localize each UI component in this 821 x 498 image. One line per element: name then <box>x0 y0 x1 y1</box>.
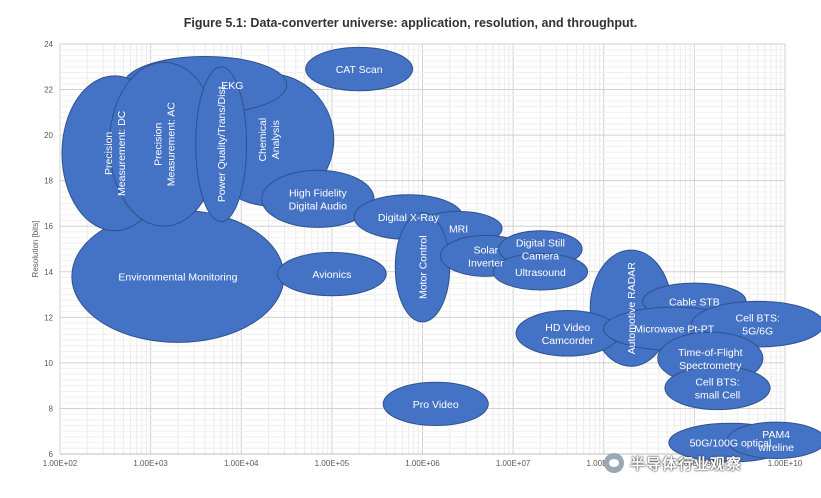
bubble-label-line: Automotive RADAR <box>626 262 638 355</box>
bubble-label-digital-still-camera: Digital Still Camera <box>516 238 565 263</box>
bubble-label-line: Cell BTS: <box>695 376 739 388</box>
bubble-label-line: Camcorder <box>542 335 594 347</box>
bubble-high-fidelity-digital-audio <box>261 169 375 228</box>
bubble-label-pam4-wireline: PAM4 wireline <box>757 429 794 454</box>
watermark: 半导体行业观察 <box>604 450 814 476</box>
y-tick-label: 24 <box>44 40 53 49</box>
bubble-label-precision-measurement-ac: PrecisionMeasurement: AC <box>152 102 177 186</box>
x-tick-label: 1.00E+05 <box>315 459 350 468</box>
bubble-label-digital-x-ray: Digital X-Ray <box>378 212 440 224</box>
x-tick-label: 1.00E+07 <box>496 459 531 468</box>
bubble-label-precision-measurement-dc: PrecisionMeasurement: DC <box>103 110 128 196</box>
y-axis-label: Resolution [bits] <box>31 221 40 278</box>
y-tick-label: 16 <box>44 222 53 231</box>
bubble-label-line: Ultrasound <box>515 267 566 279</box>
y-tick-label: 20 <box>44 131 53 140</box>
bubble-label-cat-scan: CAT Scan <box>336 64 383 76</box>
bubble-label-microwave-pt-pt: Microwave Pt-PT <box>634 324 715 336</box>
bubble-label-line: Environmental Monitoring <box>118 271 237 283</box>
bubble-label-line: Camera <box>522 251 560 263</box>
y-tick-label: 18 <box>44 177 53 186</box>
bubble-label-cable-stb: Cable STB <box>669 296 720 308</box>
bubble-label-line: Precision <box>103 132 115 175</box>
bubble-label-high-fidelity-digital-audio: High Fidelity Digital Audio <box>289 187 348 212</box>
bubble-label-line: HD Video <box>545 322 590 334</box>
bubbles <box>61 46 821 463</box>
x-tick-label: 1.00E+10 <box>768 459 803 468</box>
bubble-label-cell-bts-5g-6g: Cell BTS: 5G/6G <box>736 313 780 338</box>
bubble-label-line: PAM4 <box>762 429 790 441</box>
y-tick-label: 6 <box>49 450 54 459</box>
x-tick-label: 1.00E+09 <box>677 459 712 468</box>
y-tick-label: 12 <box>44 313 53 322</box>
bubble-label-line: Power Quality/Trans/Dist <box>216 86 228 202</box>
bubble-pam4-wireline <box>726 421 821 460</box>
bubble-label-line: Spectrometry <box>679 360 742 372</box>
bubble-cell-bts-small-cell <box>664 365 771 411</box>
bubble-label-line: Analysis <box>270 120 282 159</box>
bubble-label-time-of-flight-spectrometry: Time-of-Flight Spectrometry <box>678 347 742 372</box>
bubble-label-line: Pro Video <box>413 399 459 411</box>
watermark-text: 半导体行业观察 <box>630 454 743 473</box>
bubble-label-line: Cell BTS: <box>736 313 780 325</box>
bubble-label-line: High Fidelity <box>289 187 348 199</box>
bubble-labels: Environmental Monitoring ChemicalAnalysis… <box>103 64 794 454</box>
bubble-label-line: CAT Scan <box>336 64 383 76</box>
bubble-label-line: MRI <box>449 224 468 236</box>
bubble-label-line: Avionics <box>312 269 351 281</box>
x-tick-label: 1.00E+03 <box>133 459 168 468</box>
bubble-avionics <box>277 251 387 297</box>
bubble-label-line: Cable STB <box>669 296 720 308</box>
bubble-label-line: Microwave Pt-PT <box>634 324 715 336</box>
bubble-label-cell-bts-small-cell: Cell BTS: small Cell <box>695 376 741 401</box>
bubble-label-line: Solar <box>474 244 499 256</box>
bubble-label-line: Measurement: DC <box>116 110 128 196</box>
bubble-label-line: Time-of-Flight <box>678 347 742 359</box>
x-tick-label: 1.00E+06 <box>405 459 440 468</box>
y-tick-label: 14 <box>44 268 53 277</box>
bubble-label-line: Inverter <box>468 257 504 269</box>
bubble-label-line: Chemical <box>257 118 269 162</box>
bubble-label-line: 5G/6G <box>742 326 773 338</box>
bubble-label-power-quality-trans-dist: Power Quality/Trans/Dist <box>216 86 228 202</box>
bubble-label-pro-video: Pro Video <box>413 399 459 411</box>
bubble-label-line: Digital Still <box>516 238 565 250</box>
bubble-pro-video <box>382 381 489 427</box>
bubble-label-line: Motor Control <box>418 235 430 299</box>
bubble-label-line: EKG <box>221 80 243 92</box>
x-tick-label: 1.00E+02 <box>43 459 78 468</box>
y-tick-label: 22 <box>44 86 53 95</box>
bubble-label-line: small Cell <box>695 389 741 401</box>
bubble-label-solar-inverter: Solar Inverter <box>468 244 504 269</box>
bubble-label-ultrasound: Ultrasound <box>515 267 566 279</box>
bubble-label-hd-video-camcorder: HD Video Camcorder <box>542 322 594 347</box>
bubble-label-motor-control: Motor Control <box>418 235 430 299</box>
bubble-label-automotive-radar: Automotive RADAR <box>626 262 638 355</box>
bubble-ultrasound <box>492 253 589 291</box>
bubble-cat-scan <box>305 46 414 92</box>
y-tick-label: 8 <box>49 404 54 413</box>
bubble-label-chemical-analysis: ChemicalAnalysis <box>257 118 282 162</box>
bubble-label-line: Digital Audio <box>289 200 348 212</box>
bubble-label-line: Digital X-Ray <box>378 212 440 224</box>
bubble-label-line: wireline <box>757 442 794 454</box>
y-tick-label: 10 <box>44 359 53 368</box>
bubble-label-line: Precision <box>152 122 164 165</box>
bubble-label-line: 50G/100G optical <box>690 438 772 450</box>
bubble-label-mri: MRI <box>449 224 468 236</box>
bubble-label-50g-100g-optical: 50G/100G optical <box>690 438 772 450</box>
bubble-label-environmental-monitoring: Environmental Monitoring <box>118 271 237 283</box>
x-tick-label: 1.00E+04 <box>224 459 259 468</box>
chart-title: Figure 5.1: Data-converter universe: app… <box>183 16 638 30</box>
bubble-power-quality-trans-dist <box>195 66 248 223</box>
wechat-logo-icon <box>604 453 624 473</box>
bubble-label-avionics: Avionics <box>312 269 351 281</box>
bubble-label-line: Measurement: AC <box>165 102 177 186</box>
bubble-label-ekg: EKG <box>221 80 243 92</box>
